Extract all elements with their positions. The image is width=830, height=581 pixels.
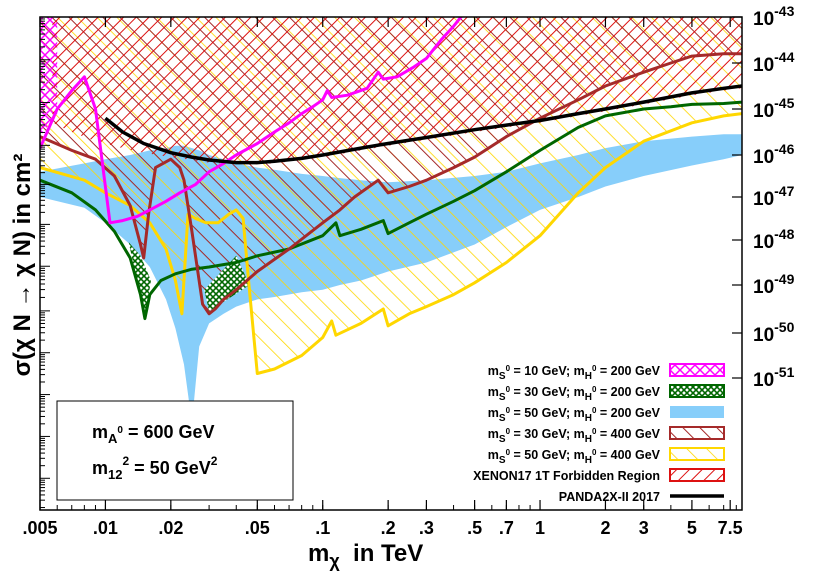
legend-swatch — [669, 447, 725, 461]
legend-entry: XENON17 1T Forbidden Region — [473, 468, 725, 483]
line-layer — [40, 17, 742, 375]
plot-frame — [39, 16, 743, 511]
crosshatch-ms30-mh200-dip1 — [128, 242, 151, 319]
legend-swatch — [670, 406, 724, 418]
legend-swatch — [669, 384, 725, 398]
annotation-line-ma0: mA0 = 600 GeV — [92, 422, 215, 446]
xenon-forbidden-region — [52, 17, 742, 165]
legend-label: mS0 = 50 GeV; mH0 = 200 GeV — [488, 406, 661, 424]
x-tick-label: .7 — [499, 518, 514, 538]
legend-label: mS0 = 30 GeV; mH0 = 200 GeV — [488, 385, 661, 403]
legend: mS0 = 10 GeV; mH0 = 200 GeV mS0 = 30 GeV;… — [473, 363, 725, 504]
x-tick-label: 3 — [639, 518, 649, 538]
x-tick-label: .005 — [22, 518, 57, 538]
line-ms30-mh200 — [40, 100, 742, 321]
plot-area — [40, 17, 742, 424]
legend-entry: PANDA2X-II 2017 — [559, 490, 724, 504]
x-tick-label: .01 — [93, 518, 118, 538]
x-tick-label: .2 — [381, 518, 396, 538]
legend-entry: mS0 = 50 GeV; mH0 = 400 GeV — [488, 447, 725, 466]
y-tick-labels: 10-43 10-44 10-45 10-46 10-47 10-48 10-49 10-50… — [753, 3, 795, 391]
line-ms10-mh200 — [40, 17, 463, 225]
line-panda2x — [104, 84, 742, 165]
x-tick-label: 7.5 — [718, 518, 743, 538]
legend-swatch — [669, 468, 725, 482]
x-axis-label: mχ in TeV — [308, 540, 423, 571]
crosshatch-ms30-mh200-dip2 — [204, 255, 250, 312]
y-tick-label: 10-43 — [753, 3, 795, 30]
legend-entry: mS0 = 10 GeV; mH0 = 200 GeV — [488, 363, 725, 382]
x-tick-label: .02 — [158, 518, 183, 538]
y-tick-label: 10-49 — [753, 271, 795, 298]
y-tick-label: 10-48 — [753, 226, 795, 253]
x-tick-label: .05 — [245, 518, 270, 538]
x-tick-label: .1 — [315, 518, 330, 538]
y-tick-label: 10-51 — [753, 364, 795, 391]
legend-entry: mS0 = 30 GeV; mH0 = 400 GeV — [488, 426, 725, 445]
axis-ticks — [39, 16, 742, 510]
y-tick-label: 10-45 — [753, 95, 795, 122]
x-tick-label: 2 — [600, 518, 610, 538]
y-tick-label: 10-44 — [753, 49, 795, 76]
line-ms50-mh400 — [40, 112, 742, 375]
y-axis-label: σ(χ N → χ N) in cm² — [9, 154, 36, 377]
y-tick-label: 10-50 — [753, 319, 795, 346]
x-tick-label: 1 — [535, 518, 545, 538]
legend-swatch — [669, 426, 725, 440]
y-tick-label: 10-47 — [753, 183, 795, 210]
line-ms30-mh400 — [40, 52, 742, 316]
annotation-box: mA0 = 600 GeV m122 = 50 GeV2 — [56, 400, 294, 501]
annotation-line-m12: m122 = 50 GeV2 — [92, 454, 218, 482]
legend-label: XENON17 1T Forbidden Region — [473, 469, 660, 483]
x-tick-labels: .005 .01 .02 .05 .1 .2 .3 .5 .7 1 2 3 5 7.5 — [22, 518, 742, 538]
x-tick-label: .5 — [467, 518, 482, 538]
legend-entry: mS0 = 30 GeV; mH0 = 200 GeV — [488, 384, 725, 403]
legend-entry: mS0 = 50 GeV; mH0 = 200 GeV — [488, 406, 724, 424]
legend-label: mS0 = 30 GeV; mH0 = 400 GeV — [488, 427, 661, 445]
y-tick-label: 10-46 — [753, 141, 795, 168]
legend-label: mS0 = 50 GeV; mH0 = 400 GeV — [488, 448, 661, 466]
x-tick-label: 5 — [687, 518, 697, 538]
legend-swatch — [669, 363, 725, 377]
legend-label: mS0 = 10 GeV; mH0 = 200 GeV — [488, 364, 661, 382]
legend-label: PANDA2X-II 2017 — [559, 490, 660, 504]
x-tick-label: .3 — [419, 518, 434, 538]
